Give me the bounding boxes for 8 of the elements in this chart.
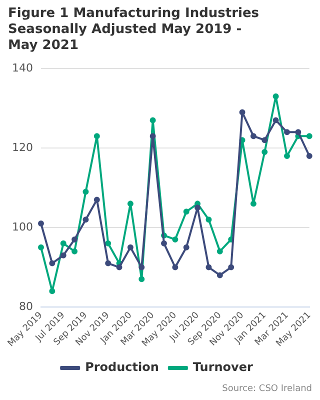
legend-label: Turnover bbox=[192, 360, 253, 374]
y-tick-label: 140 bbox=[12, 61, 33, 74]
source-note: Source: CSO Ireland bbox=[221, 384, 313, 394]
y-tick-label: 100 bbox=[12, 220, 33, 234]
legend-label: Production bbox=[85, 360, 159, 374]
chart-title: Figure 1 Manufacturing Industries Seasonally Adjusted May 2019 - May 2021 bbox=[7, 5, 260, 54]
y-tick-label: 80 bbox=[18, 300, 33, 313]
y-tick-label: 120 bbox=[12, 140, 33, 154]
